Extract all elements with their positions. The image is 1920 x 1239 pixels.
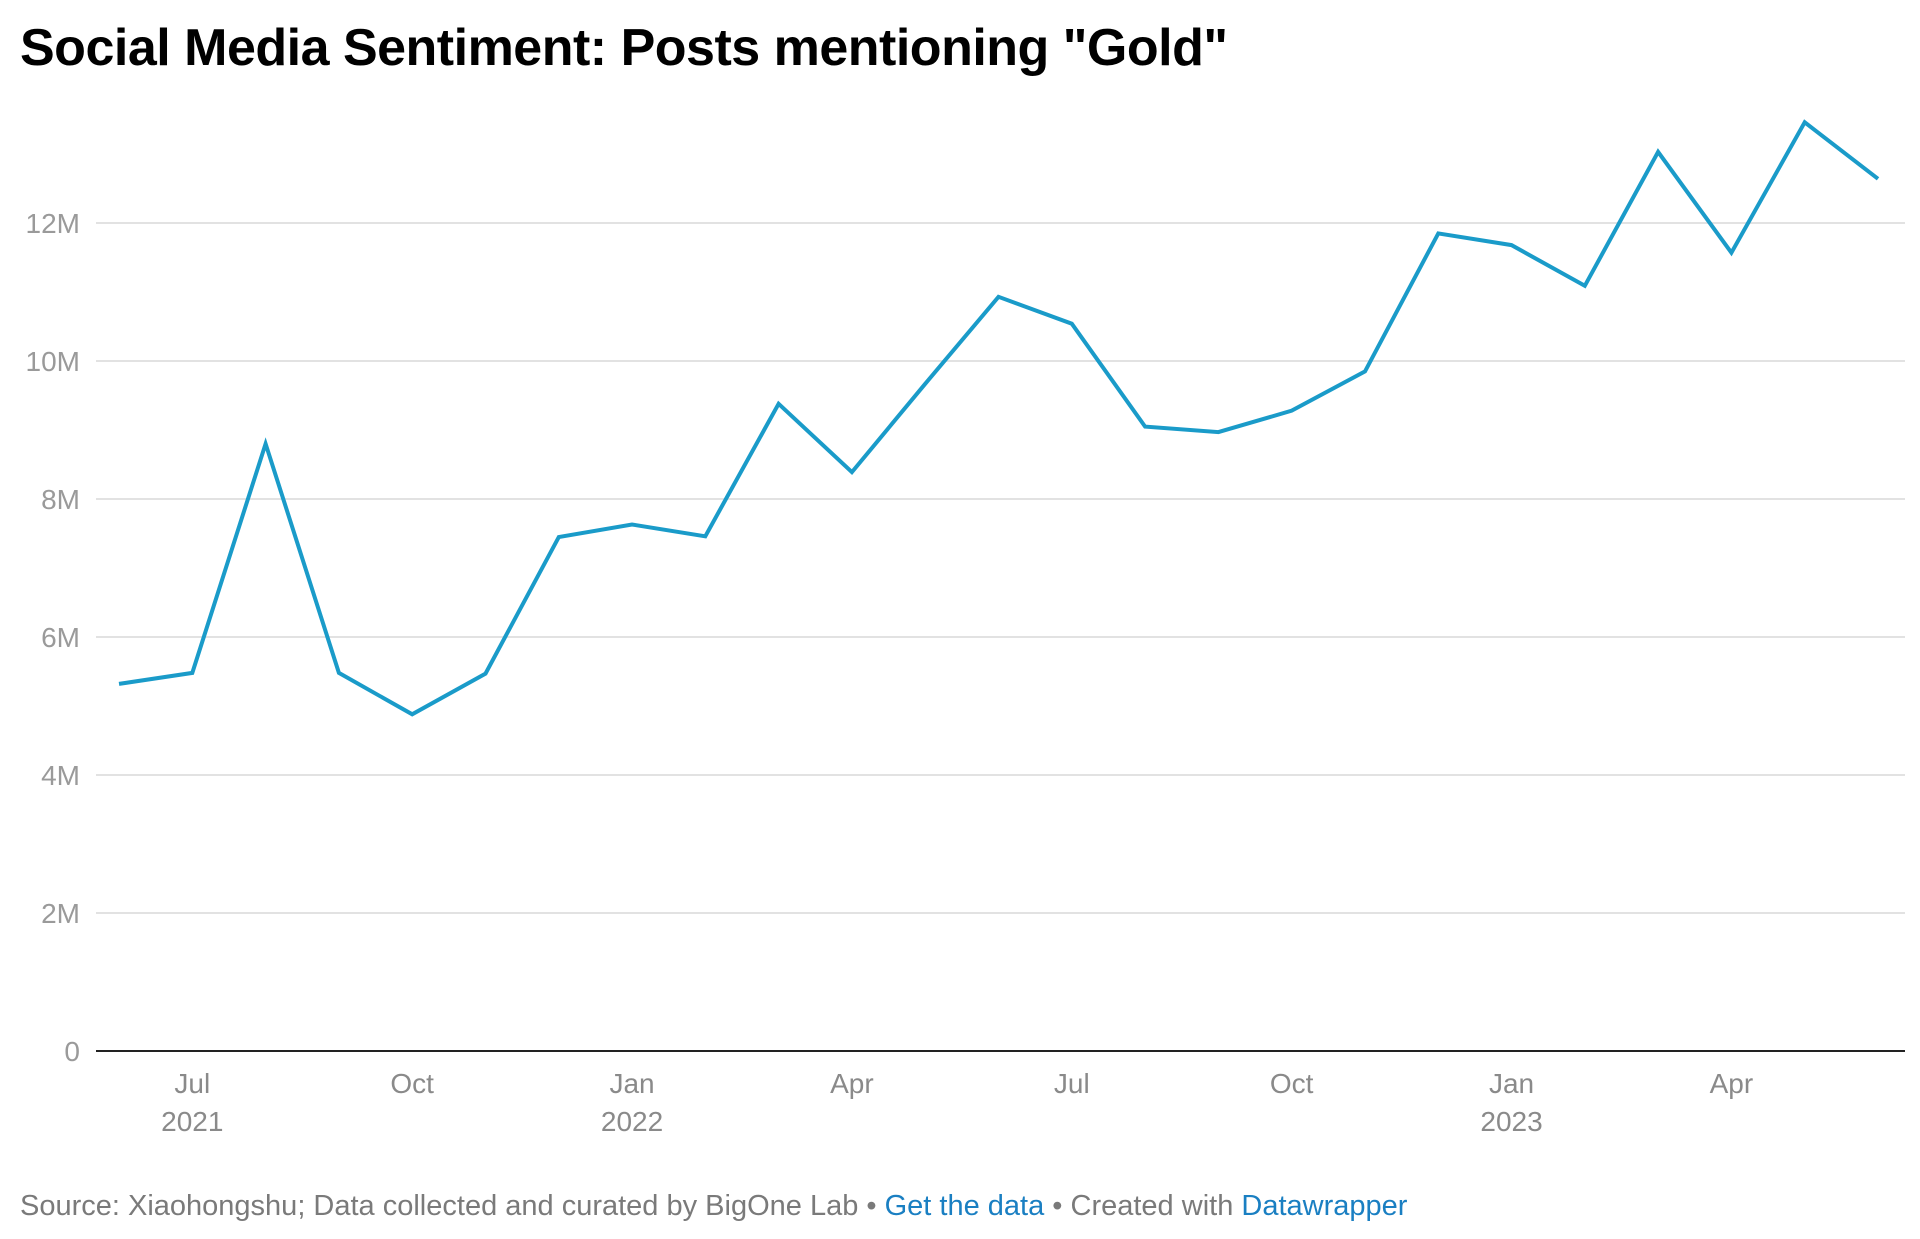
source-note: Source: Xiaohongshu; Data collected and … bbox=[20, 1190, 859, 1222]
data-point bbox=[923, 382, 927, 386]
y-tick-label: 6M bbox=[41, 622, 80, 653]
data-point bbox=[997, 295, 1001, 299]
data-point bbox=[1070, 322, 1074, 326]
y-tick-label: 0 bbox=[64, 1036, 80, 1067]
datawrapper-link[interactable]: Datawrapper bbox=[1241, 1190, 1408, 1222]
x-tick-label: Jan bbox=[609, 1068, 654, 1099]
data-point bbox=[1143, 425, 1147, 429]
y-tick-label: 12M bbox=[26, 208, 80, 239]
data-point bbox=[850, 470, 854, 474]
data-point bbox=[484, 672, 488, 676]
x-tick-label: Apr bbox=[1710, 1068, 1754, 1099]
x-tick-label: Oct bbox=[390, 1068, 434, 1099]
data-point bbox=[1216, 430, 1220, 434]
data-point bbox=[1803, 120, 1807, 124]
data-point bbox=[703, 534, 707, 538]
gridlines bbox=[96, 222, 1905, 1052]
y-axis-ticks: 0 2M 4M 6M 8M 10M 12M bbox=[26, 208, 80, 1067]
x-tick-label: Apr bbox=[830, 1068, 874, 1099]
data-point bbox=[1876, 177, 1880, 181]
data-point bbox=[1510, 243, 1514, 247]
data-point bbox=[410, 712, 414, 716]
data-point bbox=[337, 671, 341, 675]
x-tick-label: Jul bbox=[1054, 1068, 1090, 1099]
series-layer bbox=[117, 119, 1880, 717]
y-tick-label: 4M bbox=[41, 760, 80, 791]
y-tick-label: 2M bbox=[41, 898, 80, 929]
x-tick-label: Oct bbox=[1270, 1068, 1314, 1099]
x-axis-ticks: Jul 2021 Oct Jan 2022 Apr Jul Oct Jan 2023 Apr bbox=[161, 1068, 1753, 1137]
chart-title: Social Media Sentiment: Posts mentioning… bbox=[20, 19, 1228, 77]
x-tick-year-label: 2022 bbox=[601, 1106, 663, 1137]
data-point bbox=[1729, 251, 1733, 255]
data-point bbox=[264, 442, 268, 446]
data-point bbox=[190, 671, 194, 675]
y-tick-label: 10M bbox=[26, 346, 80, 377]
data-point bbox=[1290, 409, 1294, 413]
series-line bbox=[118, 119, 1880, 717]
data-point bbox=[630, 523, 634, 527]
x-tick-year-label: 2023 bbox=[1480, 1106, 1542, 1137]
data-point bbox=[777, 402, 781, 406]
x-tick-year-label: 2021 bbox=[161, 1106, 223, 1137]
data-point bbox=[1363, 369, 1367, 373]
created-with-text: • Created with bbox=[1044, 1190, 1242, 1222]
x-tick-label: Jan bbox=[1489, 1068, 1534, 1099]
footer-separator: • bbox=[858, 1190, 885, 1222]
chart-footer: Source: Xiaohongshu; Data collected and … bbox=[20, 1190, 1407, 1223]
data-point bbox=[1583, 284, 1587, 288]
y-tick-label: 8M bbox=[41, 484, 80, 515]
data-point bbox=[117, 682, 121, 686]
data-point bbox=[557, 535, 561, 539]
data-point bbox=[1436, 231, 1440, 235]
x-tick-label: Jul bbox=[174, 1068, 210, 1099]
get-the-data-link[interactable]: Get the data bbox=[884, 1190, 1045, 1222]
data-point bbox=[1656, 150, 1660, 154]
